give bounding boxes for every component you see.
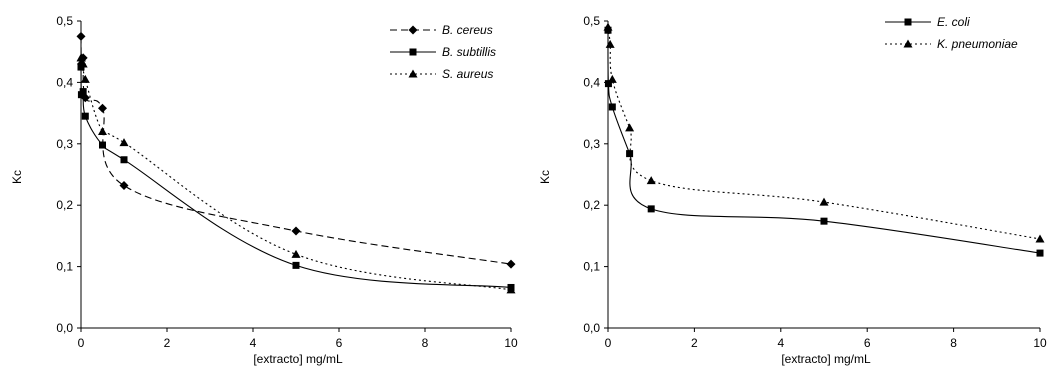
chart-1: 0,0 0,1 0,2 0,3 0,4 0,5 0 2 4 6 8 10 [extracto] mg/m… [10, 14, 518, 366]
legend-label: S. aureus [442, 67, 493, 81]
x-tick-label: 4 [777, 336, 784, 350]
legend-label: B. cereus [442, 23, 493, 37]
data-point [819, 197, 829, 206]
x-axis-label: [extracto] mg/mL [253, 352, 343, 366]
y-tick-label: 0,0 [56, 321, 73, 335]
data-point [647, 205, 655, 213]
data-point [119, 138, 129, 147]
y-tick-label: 0,5 [583, 14, 600, 28]
legend-label: K. pneumoniae [937, 37, 1018, 51]
data-point [80, 74, 90, 83]
y-tick-label: 0,1 [56, 260, 73, 274]
y-tick-label: 0,3 [56, 137, 73, 151]
series-2: K. pneumoniae [603, 22, 1045, 243]
data-point [291, 226, 301, 236]
data-point [506, 259, 516, 269]
data-point [79, 88, 87, 96]
x-tick-label: 8 [422, 336, 429, 350]
y-axis-label: Kc [538, 170, 552, 184]
y-tick-label: 0,0 [583, 321, 600, 335]
data-point [78, 59, 88, 68]
data-point [1035, 234, 1045, 243]
x-tick-label: 4 [250, 336, 257, 350]
legend-marker [904, 18, 912, 26]
y-tick-label: 0,5 [56, 14, 73, 28]
data-point [607, 74, 617, 83]
data-point [81, 112, 89, 120]
y-tick-label: 0,2 [583, 198, 600, 212]
data-point [292, 261, 300, 269]
legend-marker [409, 48, 417, 56]
legend-label: E. coli [937, 15, 970, 29]
y-tick-label: 0,4 [56, 75, 73, 89]
data-point [119, 181, 129, 191]
y-tick-label: 0,1 [583, 260, 600, 274]
data-point [605, 39, 615, 48]
y-tick-label: 0,4 [583, 75, 600, 89]
series-line [80, 36, 512, 265]
data-point [76, 53, 86, 62]
data-point [291, 249, 301, 258]
x-tick-label: 6 [864, 336, 871, 350]
data-point [98, 103, 107, 113]
x-tick-label: 10 [1033, 336, 1047, 350]
chart-2: 0,0 0,1 0,2 0,3 0,4 0,5 0 2 4 6 8 10 [extracto] mg/m… [538, 14, 1047, 366]
data-point [608, 103, 616, 111]
data-point [646, 176, 656, 185]
x-axis-label: [extracto] mg/mL [781, 352, 871, 366]
y-axis-label: Kc [10, 170, 24, 184]
x-tick-label: 6 [336, 336, 343, 350]
data-point [120, 156, 128, 164]
data-point [820, 217, 828, 225]
legend-label: B. subtillis [442, 45, 496, 59]
x-tick-label: 2 [691, 336, 698, 350]
data-point [98, 127, 107, 136]
y-tick-label: 0,3 [583, 137, 600, 151]
x-tick-label: 2 [164, 336, 171, 350]
series-line [607, 30, 1041, 254]
x-tick-label: 8 [950, 336, 957, 350]
x-tick-label: 0 [78, 336, 85, 350]
legend-marker [408, 25, 418, 35]
x-tick-label: 10 [504, 336, 518, 350]
legend-marker [903, 39, 913, 48]
data-point [76, 31, 86, 41]
series-line [607, 27, 1041, 240]
y-tick-label: 0,2 [56, 198, 73, 212]
data-point [603, 22, 613, 31]
data-point [1036, 249, 1044, 257]
series-1: E. coli [604, 15, 1044, 257]
x-tick-label: 0 [605, 336, 612, 350]
series-3: S. aureus [76, 53, 516, 294]
legend-marker [408, 69, 418, 78]
series-1: B. cereus [76, 23, 516, 269]
data-point [625, 123, 635, 132]
data-point [99, 141, 106, 149]
data-point [506, 285, 516, 294]
data-point [604, 80, 612, 88]
